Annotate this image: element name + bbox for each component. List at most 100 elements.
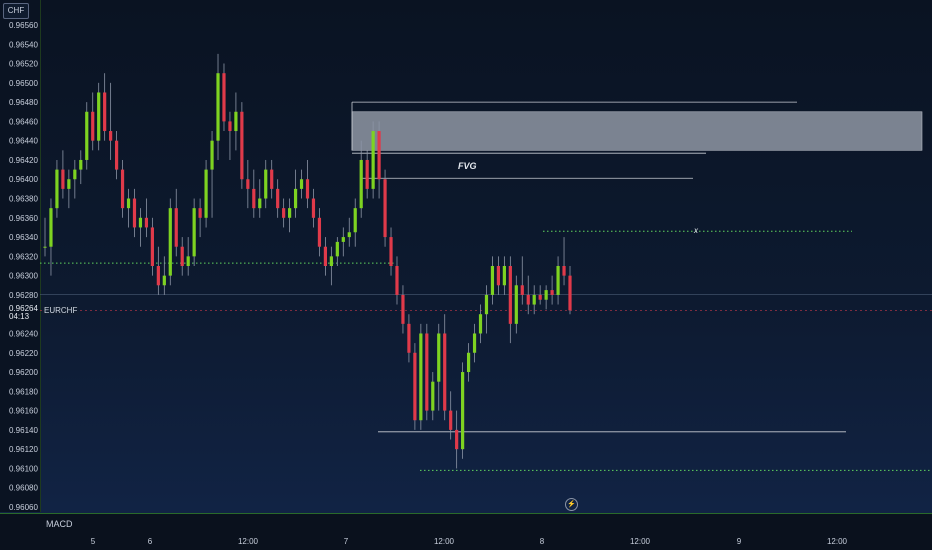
candle-body <box>210 140 214 170</box>
candle-body <box>55 169 59 209</box>
y-tick-label: 0.96220 <box>9 349 38 358</box>
candle-body <box>347 232 351 238</box>
candle-body <box>407 323 411 353</box>
y-tick-label: 0.96560 <box>9 21 38 30</box>
candle-body <box>234 111 238 132</box>
candle-body <box>228 121 232 132</box>
x-tick-label: 6 <box>147 537 153 546</box>
y-tick-label: 0.96140 <box>9 426 38 435</box>
candle-body <box>293 188 298 209</box>
candle-body <box>240 111 244 180</box>
candle-body <box>180 246 184 266</box>
candle-body <box>288 208 292 218</box>
macd-label: MACD <box>46 519 73 529</box>
candle-body <box>323 246 327 266</box>
candle-body <box>437 333 441 382</box>
candle-body <box>73 169 77 180</box>
x-tick-label: 7 <box>343 537 349 546</box>
candle-body <box>198 208 202 218</box>
bar-countdown: 04:13 <box>9 312 30 321</box>
candle-body <box>299 179 304 189</box>
candle-body <box>85 111 89 160</box>
candle-body <box>466 352 471 373</box>
candle-body <box>61 169 65 189</box>
candle-body <box>192 208 196 257</box>
y-tick-label: 0.96080 <box>9 484 38 493</box>
x-annotation[interactable]: x <box>694 226 698 235</box>
candle-body <box>264 169 268 199</box>
currency-badge[interactable]: CHF <box>3 3 29 19</box>
candle-body <box>305 179 310 199</box>
y-tick-label: 0.96420 <box>9 156 38 165</box>
candle-body <box>490 266 495 295</box>
candle-body <box>120 169 125 209</box>
y-tick-label: 0.96340 <box>9 233 38 242</box>
candle-body <box>204 169 208 218</box>
candle-body <box>114 140 119 170</box>
candle-body <box>484 294 489 315</box>
candle-body <box>413 352 417 421</box>
symbol-label: EURCHF <box>42 306 80 315</box>
candle-body <box>138 217 143 228</box>
candle-body <box>431 381 435 411</box>
macd-pane[interactable]: MACD <box>0 513 932 537</box>
y-tick-label: 0.96320 <box>9 252 38 261</box>
fvg-annotation[interactable]: FVG <box>458 161 477 171</box>
candle-body <box>544 290 548 300</box>
y-tick-label: 0.96520 <box>9 60 38 69</box>
x-tick-label: 12:00 <box>433 537 455 546</box>
y-tick-label: 0.96100 <box>9 464 38 473</box>
x-tick-label: 12:00 <box>237 537 259 546</box>
candle-body <box>353 208 357 233</box>
candle-body <box>126 198 131 209</box>
last-price-tag: 0.96264 04:13 <box>0 305 40 322</box>
candle-body <box>538 294 542 300</box>
candle-body <box>329 256 333 266</box>
candle-body <box>222 73 226 122</box>
x-tick-label: 9 <box>736 537 742 546</box>
candle-body <box>186 256 190 266</box>
candle-body <box>216 73 220 141</box>
y-tick-label: 0.96460 <box>9 117 38 126</box>
candle-body <box>335 241 339 257</box>
chart-canvas[interactable]: 0.96560 0.96540 0.96520 0.96500 0.96480 0.964… <box>0 0 932 512</box>
candle-body <box>455 429 459 450</box>
y-tick-label: 0.96380 <box>9 195 38 204</box>
candle-body <box>514 285 518 324</box>
x-tick-label: 12:00 <box>826 537 848 546</box>
candle-body <box>532 294 536 305</box>
fvg-zone <box>351 111 923 151</box>
y-tick-label: 0.96540 <box>9 40 38 49</box>
candle-body <box>341 237 345 242</box>
y-tick-label: 0.96180 <box>9 387 38 396</box>
candle-body <box>383 179 387 238</box>
time-axis[interactable]: 5 6 12:00 7 12:00 8 12:00 9 12:00 <box>0 536 932 550</box>
candle-body <box>150 227 154 266</box>
candle-body <box>317 217 322 247</box>
candle-body <box>508 266 512 324</box>
y-tick-label: 0.96060 <box>9 503 38 512</box>
candle-body <box>425 333 429 411</box>
y-tick-label: 0.96200 <box>9 368 38 377</box>
candle-body <box>365 159 369 189</box>
candle-body <box>282 208 286 218</box>
x-tick-label: 12:00 <box>629 537 651 546</box>
candle-body <box>449 410 453 430</box>
candle-body <box>49 208 53 247</box>
candle-body <box>502 266 506 286</box>
candle-body <box>276 188 280 209</box>
candle-body <box>91 111 95 141</box>
candle-body <box>311 198 316 218</box>
lightning-icon[interactable]: ⚡ <box>565 498 578 511</box>
candle-body <box>168 208 172 276</box>
candle-body <box>359 159 363 209</box>
candle-body <box>562 266 566 276</box>
y-tick-label: 0.96400 <box>9 175 38 184</box>
candle-body <box>395 266 399 295</box>
candle-body <box>144 217 149 228</box>
y-tick-label: 0.96440 <box>9 137 38 146</box>
candle-body <box>79 159 83 170</box>
candle-body <box>67 179 71 189</box>
price-axis[interactable] <box>0 0 41 512</box>
candle-body <box>496 266 501 286</box>
